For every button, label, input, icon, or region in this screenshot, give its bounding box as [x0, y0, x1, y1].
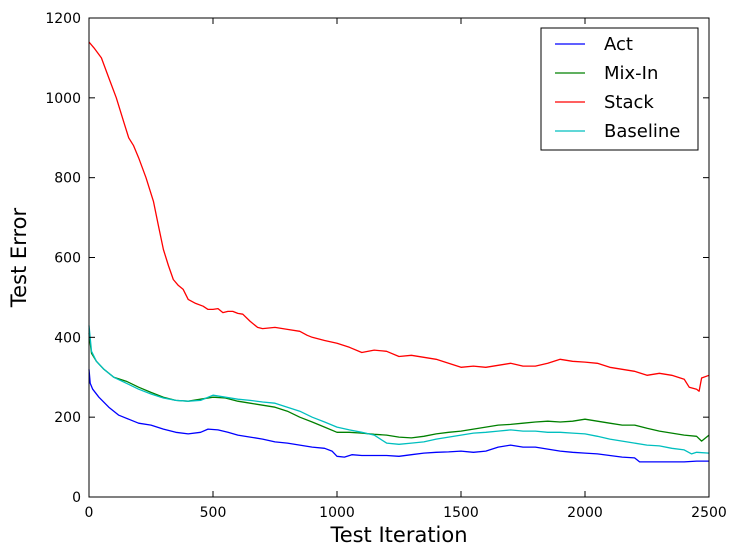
series-line-mix-in — [88, 333, 710, 442]
x-tick-label: 2000 — [567, 505, 603, 521]
legend-box — [540, 27, 699, 151]
x-tick-label: 2500 — [691, 505, 727, 521]
plot-lines — [88, 41, 710, 463]
y-axis-label: Test Error — [7, 208, 31, 309]
x-tick-label: 1500 — [443, 505, 479, 521]
y-tick-label: 0 — [72, 490, 81, 506]
legend-label: Act — [604, 34, 633, 55]
legend-label: Stack — [604, 92, 654, 113]
x-tick-label: 1000 — [319, 505, 355, 521]
x-axis-ticks: 0 500 1000 1500 2000 2500 — [85, 18, 727, 521]
y-tick-label: 400 — [54, 330, 81, 346]
y-tick-label: 600 — [54, 251, 81, 267]
legend: Act Mix-In Stack Baseline — [540, 27, 699, 151]
y-axis-ticks: 0 200 400 600 800 1000 1200 — [45, 11, 709, 506]
legend-label: Baseline — [604, 121, 680, 142]
y-tick-label: 800 — [54, 171, 81, 187]
x-tick-label: 0 — [85, 505, 94, 521]
y-tick-label: 200 — [54, 410, 81, 426]
x-axis-label: Test Iteration — [329, 523, 467, 547]
x-tick-label: 500 — [200, 505, 227, 521]
series-line-baseline — [88, 325, 710, 455]
series-line-act — [88, 369, 709, 463]
y-tick-label: 1000 — [45, 91, 81, 107]
series-line-stack — [88, 41, 710, 392]
legend-label: Mix-In — [604, 63, 658, 84]
y-tick-label: 1200 — [45, 11, 81, 27]
